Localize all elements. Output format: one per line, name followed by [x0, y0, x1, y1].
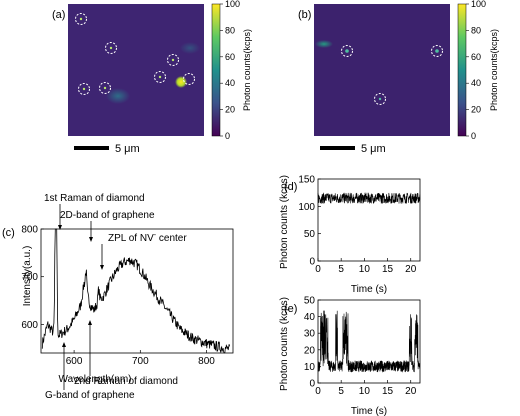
panel-e: (e) Photon counts (kcps) 0 5 10 15 20 0 10 20 30…	[279, 296, 421, 416]
scalebar-b	[320, 146, 355, 150]
axis-e-ytick-label: 30	[304, 329, 316, 340]
panel-label-a: (a)	[52, 9, 65, 21]
axis-d-xtick-label: 10	[359, 264, 371, 275]
heatmap-a-blob	[106, 88, 130, 104]
axis-d-xtick-label: 0	[315, 264, 321, 275]
annotation-1st-raman: 1st Raman of diamond	[44, 193, 145, 204]
axis-e-ylabel: Photon counts (kcps)	[279, 297, 290, 391]
panel-label-d: (d)	[284, 181, 297, 193]
axis-e-xlabel: Time (s)	[351, 406, 387, 416]
axis-c-ylabel: Intensity(a.u.)	[22, 246, 33, 307]
axis-c-ytick-label: 800	[21, 225, 38, 236]
axes-c: 600 700 800 600 700 800	[21, 225, 234, 367]
colorbar-tick-label: 0	[471, 131, 476, 141]
axis-c-xtick-label: 800	[198, 356, 215, 367]
colorbar-tick-label: 80	[225, 25, 235, 35]
axis-e-xtick-label: 0	[315, 386, 321, 397]
colorbar-tick-label: 100	[225, 0, 240, 9]
axis-e-ytick-label: 20	[304, 345, 316, 356]
emitter-circles-a	[75, 13, 195, 95]
axis-c-xlabel: Wavelength(nm)	[59, 374, 132, 385]
panel-d: (d) Photon counts (kcps) 0 5 10 15 20 0 50 100 1…	[279, 175, 421, 295]
trace-e-line	[317, 310, 421, 373]
axis-c-ytick-label: 700	[21, 272, 38, 283]
scalebar-a-label: 5 μm	[115, 143, 140, 155]
panel-label-c: (c)	[2, 227, 15, 239]
axis-d-xtick-label: 5	[338, 264, 344, 275]
colorbar-a-ticks: 0 20 40 60 80 100	[220, 0, 240, 141]
emitter-circle	[431, 45, 443, 57]
spectrum-line	[41, 228, 230, 354]
trace-d-line	[317, 192, 421, 204]
emitter-circle	[167, 54, 179, 66]
annotation-zpl: ZPL of NV- center	[108, 232, 187, 244]
axes-d: 0 5 10 15 20 0 50 100 150	[298, 175, 421, 275]
emitter-circle	[105, 42, 117, 54]
axis-d-ytick-label: 100	[298, 202, 315, 213]
emitter-circle	[154, 71, 166, 83]
panel-a: (a) 0 20 40 60 80 100 Photon counts(kcps) 5 μ…	[52, 0, 252, 155]
axis-e-ytick-label: 10	[304, 362, 316, 373]
axis-c-ytick-label: 600	[21, 320, 38, 331]
axis-e-xtick-label: 20	[405, 386, 417, 397]
axis-e-frame	[317, 299, 421, 384]
colorbar-tick-label: 20	[471, 105, 481, 115]
annotation-g-band: G-band of graphene	[45, 390, 135, 401]
heatmap-b-background	[314, 4, 450, 136]
colorbar-tick-label: 80	[471, 25, 481, 35]
heatmap-b-blob	[315, 40, 333, 48]
colorbar-b	[457, 3, 467, 137]
scalebar-a	[74, 146, 109, 150]
axis-e-xtick-label: 15	[382, 386, 394, 397]
emitter-circle	[183, 73, 195, 85]
panel-b: (b) 0 20 40 60 80 100 Photon counts(kcps) 5 μ…	[298, 0, 499, 155]
emitter-circle	[374, 93, 386, 105]
emitter-circle	[99, 82, 111, 94]
axis-e-ytick-label: 50	[304, 296, 316, 307]
heatmap-a-background	[68, 4, 204, 136]
panel-label-e: (e)	[284, 303, 297, 315]
colorbar-tick-label: 0	[225, 131, 230, 141]
emitter-circle	[341, 45, 353, 57]
axis-d-ytick-label: 150	[298, 175, 315, 186]
axis-c-frame	[40, 228, 234, 354]
axis-d-xtick-label: 15	[382, 264, 394, 275]
colorbar-tick-label: 60	[471, 52, 481, 62]
axis-d-frame	[317, 178, 421, 262]
emitter-circles-b	[341, 45, 443, 105]
axis-d-ytick-label: 50	[304, 229, 316, 240]
colorbar-b-label: Photon counts(kcps)	[489, 29, 499, 111]
annotation-2d-band: 2D-band of graphene	[60, 210, 155, 221]
emitter-circle	[75, 13, 87, 25]
axis-d-ytick-label: 0	[309, 257, 315, 268]
axis-e-xtick-label: 10	[359, 386, 371, 397]
axis-d-xtick-label: 20	[405, 264, 417, 275]
annotation-2nd-raman: 2nd Raman of diamond	[74, 376, 178, 387]
axis-e-ytick-label: 40	[304, 312, 316, 323]
colorbar-b-ticks: 0 20 40 60 80 100	[466, 0, 486, 141]
axis-e-xtick-label: 5	[338, 386, 344, 397]
axis-d-xlabel: Time (s)	[351, 284, 387, 295]
colorbar-a	[211, 3, 221, 137]
colorbar-tick-label: 40	[471, 78, 481, 88]
axis-c-xtick-label: 600	[66, 356, 83, 367]
emitter-circle	[78, 83, 90, 95]
colorbar-tick-label: 100	[471, 0, 486, 9]
panel-c: (c) Intensity(a.u.) 600 700 800 600 700 800 W…	[2, 193, 234, 401]
axis-e-ytick-label: 0	[309, 379, 315, 390]
panel-label-b: (b)	[298, 9, 311, 21]
axis-c-xtick-label: 700	[132, 356, 149, 367]
colorbar-tick-label: 40	[225, 78, 235, 88]
colorbar-tick-label: 20	[225, 105, 235, 115]
heatmap-a-bright-spot	[175, 76, 187, 88]
axes-e: 0 5 10 15 20 0 10 20 30 40 50	[304, 296, 421, 397]
axis-d-ylabel: Photon counts (kcps)	[279, 175, 290, 269]
colorbar-tick-label: 60	[225, 52, 235, 62]
colorbar-a-label: Photon counts(kcps)	[242, 29, 252, 111]
scalebar-b-label: 5 μm	[361, 143, 386, 155]
